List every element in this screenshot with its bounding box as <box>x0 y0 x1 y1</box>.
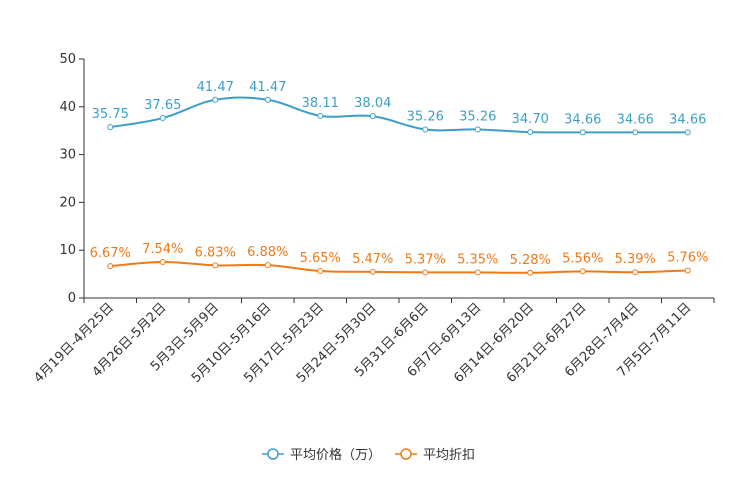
data-point[interactable] <box>632 269 639 276</box>
data-label: 35.26 <box>459 109 496 124</box>
data-point[interactable] <box>212 262 219 269</box>
data-label: 35.75 <box>92 107 129 122</box>
series-line <box>110 260 688 274</box>
y-tick-label: 20 <box>59 195 76 210</box>
data-label: 6.83% <box>195 245 236 260</box>
data-label: 38.11 <box>302 96 339 111</box>
data-label: 34.66 <box>669 112 706 127</box>
data-point[interactable] <box>474 269 481 276</box>
data-label: 37.65 <box>144 98 181 113</box>
data-point[interactable] <box>107 124 114 131</box>
data-point[interactable] <box>107 263 114 270</box>
legend-item-1[interactable]: 平均价格（万） <box>262 447 381 463</box>
data-label: 5.37% <box>405 252 446 267</box>
data-point[interactable] <box>317 267 324 274</box>
y-tick-label: 10 <box>59 243 76 258</box>
series-line <box>110 96 688 134</box>
data-point[interactable] <box>527 269 534 276</box>
data-label: 6.88% <box>247 245 288 260</box>
data-label: 34.66 <box>617 112 654 127</box>
data-label: 34.70 <box>512 112 549 127</box>
data-label: 5.56% <box>562 251 603 266</box>
data-point[interactable] <box>422 126 429 133</box>
data-label: 7.54% <box>142 242 183 257</box>
data-label: 6.67% <box>90 246 131 261</box>
legend-label: 平均价格（万） <box>290 447 381 463</box>
legend-label: 平均折扣 <box>423 448 475 463</box>
legend-marker-icon <box>400 448 412 460</box>
y-tick-label: 30 <box>59 148 76 163</box>
data-point[interactable] <box>422 269 429 276</box>
legend-item-2[interactable]: 平均折扣 <box>395 448 475 463</box>
data-label: 5.39% <box>615 252 656 267</box>
chart-legend[interactable]: 平均价格（万） 平均折扣 <box>262 447 475 463</box>
data-point[interactable] <box>212 96 219 103</box>
data-point[interactable] <box>579 268 586 275</box>
data-point[interactable] <box>317 112 324 119</box>
data-point[interactable] <box>369 113 376 120</box>
data-point[interactable] <box>474 126 481 133</box>
data-label: 41.47 <box>249 80 286 95</box>
data-label: 38.04 <box>354 96 391 111</box>
data-point[interactable] <box>527 129 534 136</box>
data-point[interactable] <box>159 115 166 122</box>
data-label: 5.76% <box>667 250 708 265</box>
data-label: 35.26 <box>407 109 444 124</box>
data-point[interactable] <box>684 267 691 274</box>
series-2: 6.67% 7.54% 6.83% 6.88% 5.65% 5.47% 5.37% 5.35%… <box>90 242 708 276</box>
legend-marker-icon <box>267 448 279 460</box>
data-point[interactable] <box>264 262 271 269</box>
data-label: 5.35% <box>457 252 498 267</box>
data-label: 34.66 <box>564 112 601 127</box>
series-layer: 35.75 37.65 41.47 41.47 38.11 38.04 35.26 35.26… <box>90 80 708 276</box>
y-tick-label: 0 <box>68 291 76 306</box>
data-point[interactable] <box>159 258 166 265</box>
data-label: 5.28% <box>510 253 551 268</box>
y-tick-label: 40 <box>59 100 76 115</box>
data-label: 5.65% <box>300 251 341 266</box>
y-tick-label: 50 <box>59 52 76 67</box>
data-point[interactable] <box>684 129 691 136</box>
series-1: 35.75 37.65 41.47 41.47 38.11 38.04 35.26 35.26… <box>92 80 706 136</box>
data-point[interactable] <box>369 268 376 275</box>
data-label: 41.47 <box>197 80 234 95</box>
data-point[interactable] <box>264 96 271 103</box>
data-label: 5.47% <box>352 252 393 267</box>
data-point[interactable] <box>579 129 586 136</box>
data-point[interactable] <box>632 129 639 136</box>
